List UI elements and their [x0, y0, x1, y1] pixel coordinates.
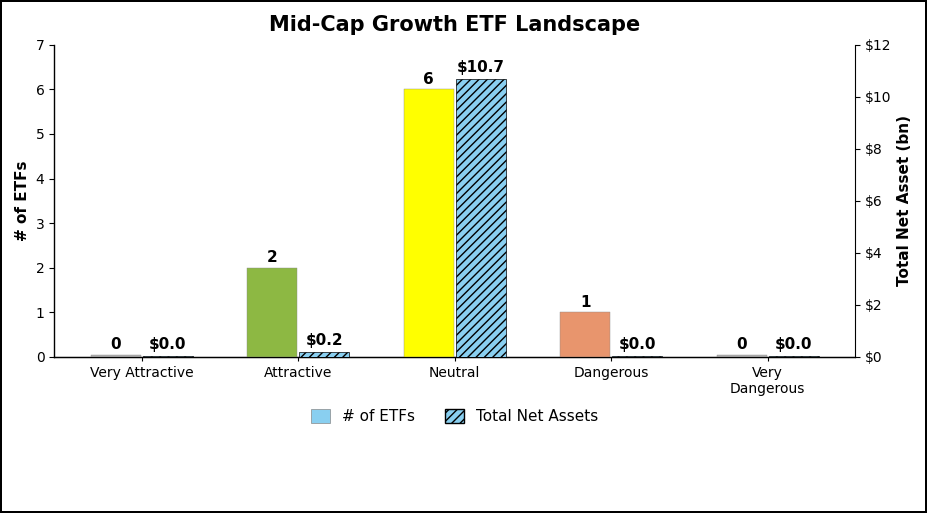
- Bar: [717, 354, 767, 357]
- Text: 1: 1: [580, 294, 590, 309]
- Bar: [403, 89, 453, 357]
- Bar: [456, 78, 506, 357]
- Bar: [143, 356, 193, 357]
- Bar: [91, 354, 141, 357]
- Bar: [299, 351, 349, 357]
- Bar: [768, 356, 819, 357]
- Text: 0: 0: [736, 337, 747, 352]
- Text: $10.7: $10.7: [457, 60, 504, 75]
- Bar: [248, 268, 298, 357]
- Text: $0.2: $0.2: [305, 332, 343, 348]
- Bar: [612, 356, 662, 357]
- Text: 0: 0: [110, 337, 121, 352]
- Y-axis label: # of ETFs: # of ETFs: [15, 161, 30, 241]
- Text: 6: 6: [424, 72, 434, 87]
- Text: $0.0: $0.0: [149, 338, 186, 352]
- Text: 2: 2: [267, 250, 277, 265]
- Legend: # of ETFs, Total Net Assets: # of ETFs, Total Net Assets: [305, 403, 604, 430]
- Bar: [560, 312, 610, 357]
- Y-axis label: Total Net Asset (bn): Total Net Asset (bn): [897, 115, 912, 286]
- Title: Mid-Cap Growth ETF Landscape: Mid-Cap Growth ETF Landscape: [269, 15, 641, 35]
- Text: $0.0: $0.0: [775, 338, 813, 352]
- Text: $0.0: $0.0: [618, 338, 656, 352]
